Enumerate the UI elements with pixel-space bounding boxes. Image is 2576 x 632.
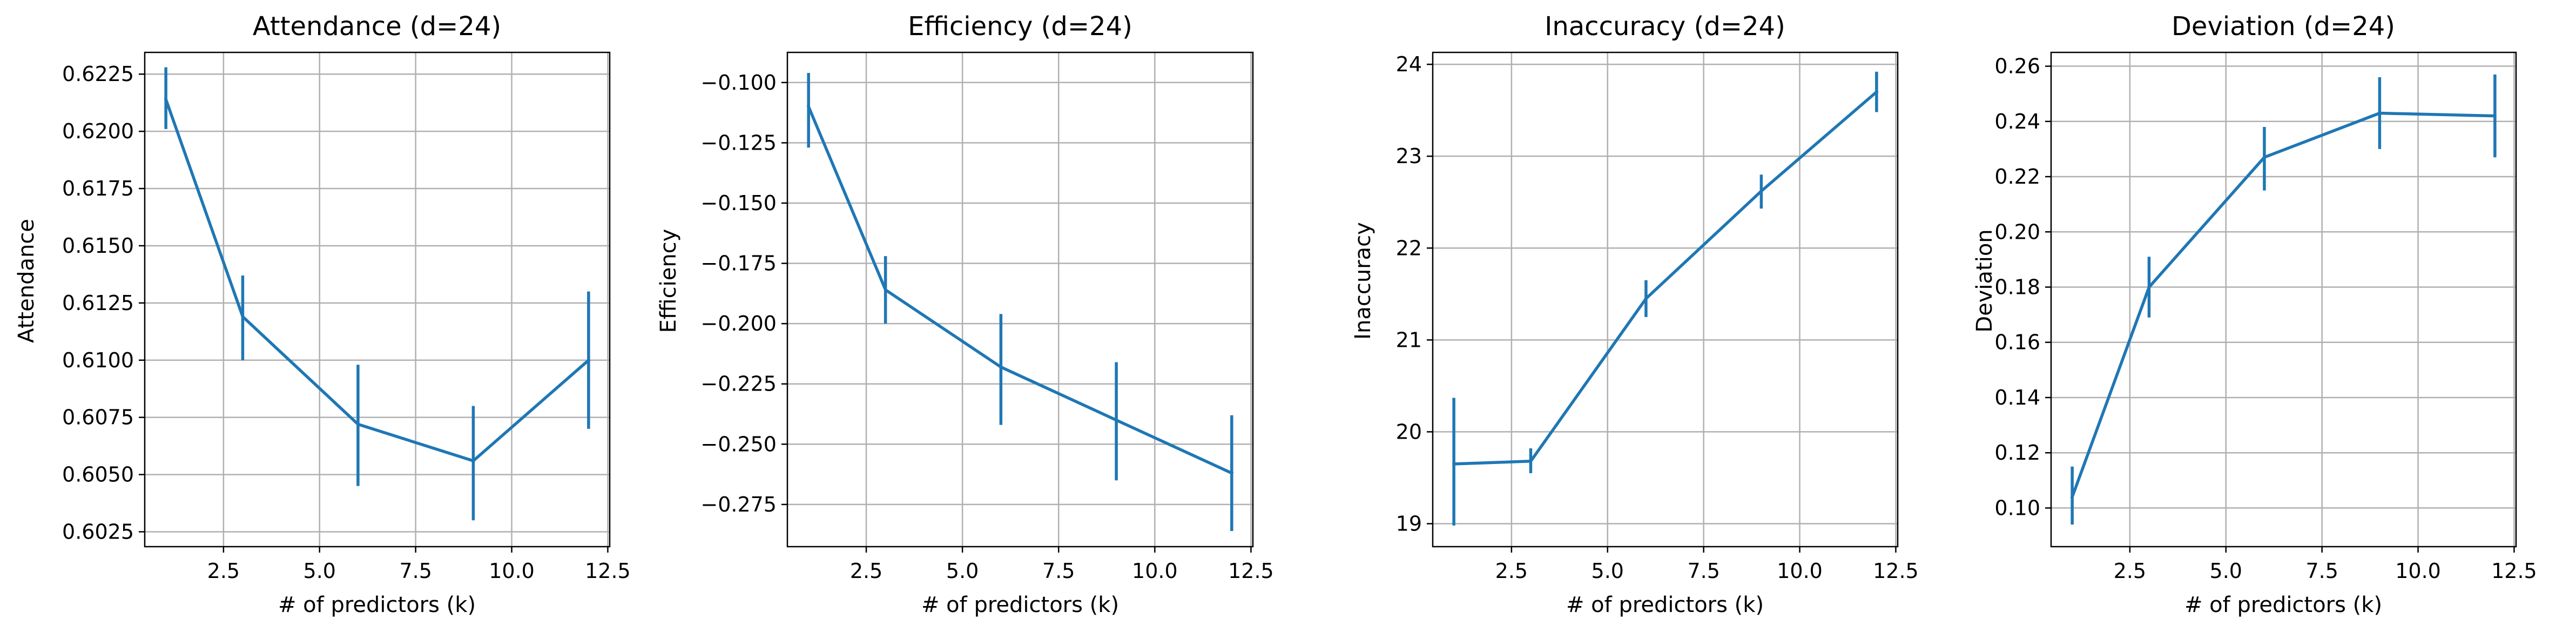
y-tick-label: 0.14 <box>1994 386 2040 409</box>
plot-area: 2.5 5.0 7.5 10.0 12.5 −0.275 −0.250 −0.225 −0.20… <box>700 51 1274 583</box>
y-tick-label: 0.12 <box>1994 441 2040 465</box>
y-tick-label: −0.125 <box>700 131 777 154</box>
y-tick-label: 0.6025 <box>62 520 134 543</box>
y-tick-label: 0.24 <box>1994 110 2040 133</box>
data-point <box>471 459 475 462</box>
panel-title: Inaccuracy (d=24) <box>1545 11 1785 42</box>
x-tick-label: 10.0 <box>2395 559 2441 583</box>
y-axis-label: Attendance <box>14 219 39 343</box>
y-tick-label: 0.6225 <box>62 62 134 86</box>
x-tick-label: 5.0 <box>2210 559 2242 583</box>
data-point <box>2493 115 2497 118</box>
x-axis-label: # of predictors (k) <box>1566 593 1764 617</box>
x-tick-label: 5.0 <box>1592 559 1624 583</box>
x-tick-label: 10.0 <box>489 559 535 583</box>
y-tick-label: 0.26 <box>1994 55 2040 78</box>
data-point <box>587 359 590 362</box>
axes-frame <box>2050 51 2517 548</box>
y-tick-label: 0.20 <box>1994 220 2040 244</box>
axes-frame <box>1432 51 1899 548</box>
x-tick-label: 10.0 <box>1132 559 1178 583</box>
y-tick-label: 0.6200 <box>62 119 134 143</box>
data-point <box>1759 190 1763 193</box>
data-point <box>1115 419 1118 422</box>
plot-area: 2.5 5.0 7.5 10.0 12.5 19 20 21 22 23 24 <box>1396 51 1919 583</box>
panel-inaccuracy: Inaccuracy (d=24) # of predictors (k) In… <box>1351 11 1919 617</box>
data-point <box>1529 460 1532 463</box>
x-tick-label: 12.5 <box>1228 559 1274 583</box>
data-point <box>2378 111 2381 115</box>
y-axis-label: Inaccuracy <box>1351 222 1375 340</box>
x-axis-label: # of predictors (k) <box>2184 593 2382 617</box>
y-tick-label: 0.16 <box>1994 331 2040 354</box>
panel-title: Efficiency (d=24) <box>908 11 1132 42</box>
y-tick-label: 0.6125 <box>62 291 134 315</box>
y-tick-label: −0.250 <box>700 432 777 456</box>
y-tick-label: 24 <box>1396 52 1422 76</box>
y-tick-label: −0.175 <box>700 252 777 275</box>
panel-deviation: Deviation (d=24) # of predictors (k) Dev… <box>1972 11 2537 617</box>
x-tick-label: 7.5 <box>2305 559 2338 583</box>
data-point <box>1230 472 1233 475</box>
data-point <box>999 365 1002 368</box>
x-tick-label: 2.5 <box>207 559 240 583</box>
x-tick-label: 5.0 <box>304 559 336 583</box>
data-point <box>241 315 244 318</box>
axes-frame <box>144 51 611 548</box>
x-tick-label: 7.5 <box>1687 559 1719 583</box>
x-tick-label: 2.5 <box>2114 559 2146 583</box>
y-axis-label: Efficiency <box>656 229 681 333</box>
x-tick-label: 10.0 <box>1777 559 1823 583</box>
y-tick-label: −0.225 <box>700 372 777 396</box>
data-point <box>884 288 887 292</box>
y-tick-label: 0.6175 <box>62 177 134 200</box>
panel-title: Attendance (d=24) <box>253 11 501 42</box>
plot-area: 2.5 5.0 7.5 10.0 12.5 0.10 0.12 0.14 0.16 0.18 0.2… <box>1994 51 2537 583</box>
data-point <box>1452 462 1455 466</box>
data-point <box>164 98 167 101</box>
panel-title: Deviation (d=24) <box>2172 11 2395 42</box>
x-tick-label: 2.5 <box>1495 559 1528 583</box>
data-point <box>1875 90 1878 93</box>
x-tick-label: 5.0 <box>946 559 979 583</box>
y-tick-label: 20 <box>1396 420 1422 443</box>
y-tick-label: −0.150 <box>700 191 777 215</box>
data-point <box>356 422 360 426</box>
y-tick-label: 23 <box>1396 144 1422 168</box>
panel-attendance: Attendance (d=24) # of predictors (k) At… <box>14 11 631 617</box>
data-point <box>1644 297 1648 300</box>
data-point <box>807 105 810 108</box>
y-tick-label: −0.275 <box>700 493 777 516</box>
x-axis-label: # of predictors (k) <box>921 593 1119 617</box>
data-point <box>2147 285 2150 288</box>
y-tick-label: 19 <box>1396 512 1422 535</box>
x-tick-label: 7.5 <box>399 559 431 583</box>
x-tick-label: 12.5 <box>1873 559 1919 583</box>
y-tick-label: 0.6150 <box>62 234 134 258</box>
y-tick-label: −0.200 <box>700 312 777 335</box>
y-axis-label: Deviation <box>1972 229 1997 332</box>
x-tick-label: 2.5 <box>850 559 882 583</box>
x-axis-label: # of predictors (k) <box>278 593 476 617</box>
x-tick-label: 12.5 <box>2491 559 2537 583</box>
y-tick-label: 0.6050 <box>62 463 134 487</box>
y-tick-label: 0.10 <box>1994 496 2040 520</box>
y-tick-label: 21 <box>1396 328 1422 352</box>
x-tick-label: 12.5 <box>585 559 631 583</box>
y-tick-label: 22 <box>1396 236 1422 260</box>
y-tick-label: −0.100 <box>700 71 777 95</box>
y-tick-label: 0.18 <box>1994 275 2040 299</box>
y-tick-label: 0.6075 <box>62 406 134 429</box>
y-tick-label: 0.22 <box>1994 165 2040 189</box>
data-point <box>2263 156 2266 159</box>
x-tick-label: 7.5 <box>1042 559 1075 583</box>
y-tick-label: 0.6100 <box>62 348 134 372</box>
panel-efficiency: Efficiency (d=24) # of predictors (k) Ef… <box>656 11 1274 617</box>
data-point <box>2071 495 2074 499</box>
axes-frame <box>786 51 1254 548</box>
plot-area: 2.5 5.0 7.5 10.0 12.5 0.6025 0.6050 0.6075 0.610… <box>62 51 631 583</box>
